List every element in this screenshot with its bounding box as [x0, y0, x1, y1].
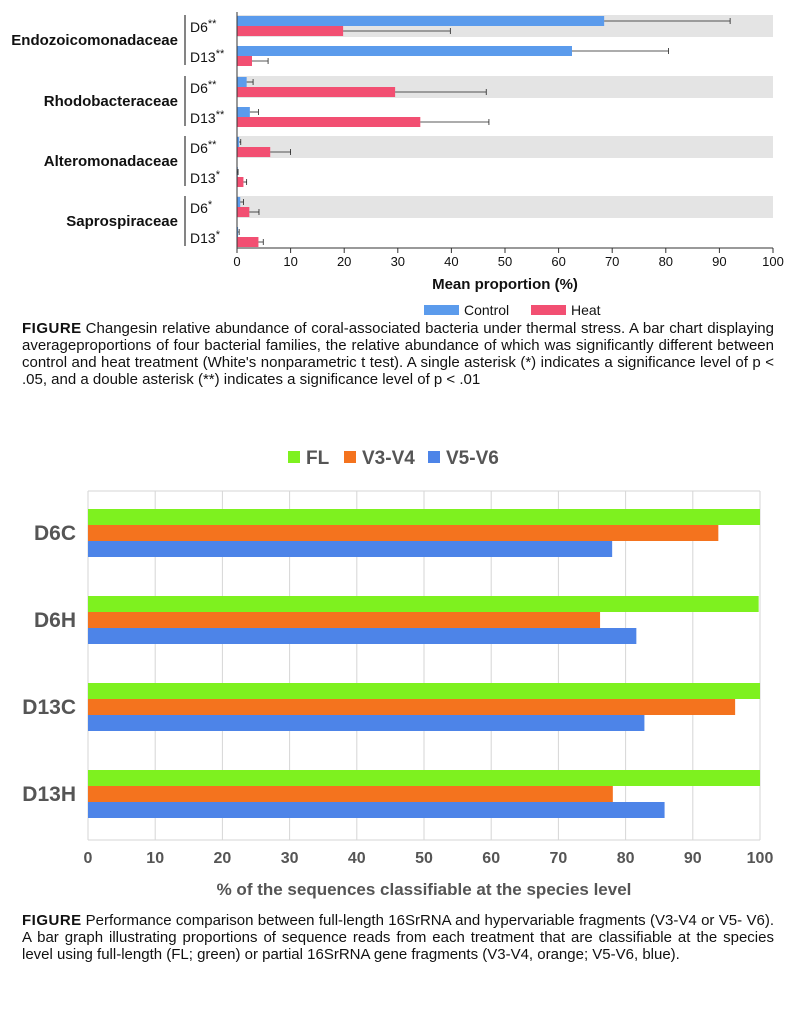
- day-label: D6**: [190, 18, 217, 35]
- legend-swatch: [428, 451, 440, 463]
- x-tick-label: 70: [550, 850, 568, 867]
- family-label: Alteromonadaceae: [44, 153, 178, 170]
- legend-label: FL: [306, 448, 330, 469]
- x-tick-label: 60: [551, 254, 565, 269]
- x-axis-title: Mean proportion (%): [432, 276, 578, 293]
- control-bar: [237, 77, 247, 87]
- control-bar: [237, 137, 240, 147]
- x-tick-label: 80: [617, 850, 635, 867]
- bacteria-abundance-chart: Endozoicomonadaceae D6** D13** Rhodobactera…: [11, 12, 784, 318]
- bar-v3-v4: [88, 612, 601, 628]
- day-label: D13*: [190, 169, 221, 186]
- bar-fl: [88, 683, 760, 699]
- x-tick-label: 0: [233, 254, 240, 269]
- caption-label: FIGURE: [22, 320, 82, 337]
- x-tick-label: 70: [605, 254, 619, 269]
- legend-swatch: [344, 451, 356, 463]
- day-label: D13**: [190, 109, 225, 126]
- legend-label: V5-V6: [446, 448, 499, 469]
- x-tick-label: 50: [498, 254, 512, 269]
- category-label: D13H: [22, 783, 76, 806]
- legend-label: V3-V4: [362, 448, 415, 469]
- legend-swatch: [288, 451, 300, 463]
- caption-label: FIGURE: [22, 912, 82, 929]
- caption-text: Performance comparison between full-leng…: [22, 912, 774, 963]
- bar-v3-v4: [88, 699, 736, 715]
- bar-v3-v4: [88, 786, 613, 802]
- caption-text: Changesin relative abundance of coral-as…: [22, 320, 774, 388]
- bar-v5-v6: [88, 802, 665, 818]
- bar-v5-v6: [88, 541, 613, 557]
- x-tick-label: 30: [281, 850, 299, 867]
- category-label: D13C: [22, 696, 76, 719]
- control-bar: [237, 46, 572, 56]
- category-label: D6H: [34, 609, 76, 632]
- day-label: D6*: [190, 199, 213, 216]
- row-band: [237, 196, 773, 218]
- x-tick-label: 10: [146, 850, 164, 867]
- x-tick-label: 60: [482, 850, 500, 867]
- day-label: D6**: [190, 139, 217, 156]
- x-tick-label: 40: [348, 850, 366, 867]
- bar-fl: [88, 509, 760, 525]
- x-tick-label: 10: [283, 254, 297, 269]
- bar-v5-v6: [88, 628, 637, 644]
- heat-bar: [237, 177, 244, 187]
- x-tick-label: 20: [337, 254, 351, 269]
- bar-fl: [88, 596, 759, 612]
- row-band: [237, 136, 773, 158]
- x-tick-label: 80: [659, 254, 673, 269]
- figure-caption-2: FIGURE Performance comparison between ful…: [22, 912, 774, 963]
- heat-bar: [237, 87, 396, 97]
- legend-swatch-heat: [531, 305, 566, 315]
- x-tick-label: 0: [84, 850, 93, 867]
- heat-bar: [237, 56, 253, 66]
- control-bar: [237, 227, 239, 237]
- x-tick-label: 100: [762, 254, 784, 269]
- legend-label-heat: Heat: [571, 302, 601, 318]
- heat-bar: [237, 207, 250, 217]
- heat-bar: [237, 147, 271, 157]
- x-tick-label: 50: [415, 850, 433, 867]
- x-tick-label: 30: [391, 254, 405, 269]
- x-tick-label: 90: [684, 850, 702, 867]
- day-label: D6**: [190, 79, 217, 96]
- bar-v5-v6: [88, 715, 645, 731]
- day-label: D13**: [190, 48, 225, 65]
- x-tick-label: 100: [747, 850, 774, 867]
- figure-caption-1: FIGURE Changesin relative abundance of co…: [22, 320, 774, 388]
- bar-v3-v4: [88, 525, 719, 541]
- heat-bar: [237, 237, 259, 247]
- x-tick-label: 40: [444, 254, 458, 269]
- heat-bar: [237, 117, 421, 127]
- x-tick-label: 90: [712, 254, 726, 269]
- heat-bar: [237, 26, 344, 36]
- control-bar: [237, 197, 241, 207]
- bar-fl: [88, 770, 760, 786]
- category-label: D6C: [34, 522, 76, 545]
- family-label: Saprospiraceae: [66, 213, 178, 230]
- day-label: D13*: [190, 229, 221, 246]
- legend-label-control: Control: [464, 302, 509, 318]
- legend-swatch-control: [424, 305, 459, 315]
- control-bar: [237, 107, 250, 117]
- family-label: Endozoicomonadaceae: [11, 32, 178, 49]
- x-axis-title: % of the sequences classifiable at the s…: [217, 880, 632, 899]
- species-classification-chart: FL V3-V4 V5-V6 D6C D6H D13C D13H 0 10 20 30 40 50 60 7…: [22, 448, 774, 899]
- control-bar: [237, 16, 605, 26]
- family-label: Rhodobacteraceae: [44, 93, 178, 110]
- x-tick-label: 20: [214, 850, 232, 867]
